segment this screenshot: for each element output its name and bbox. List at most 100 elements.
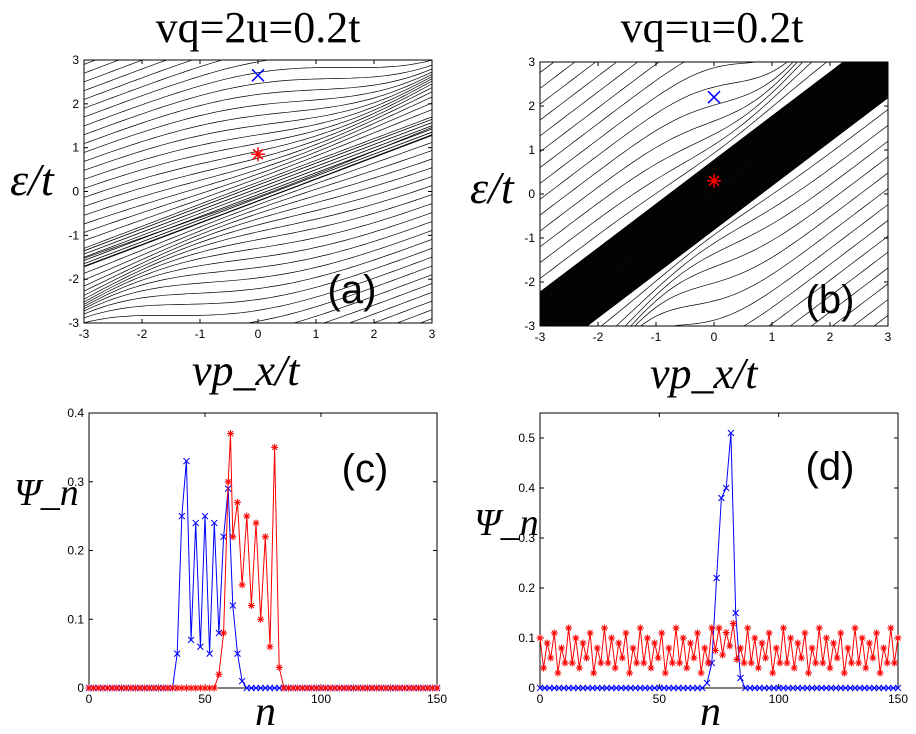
data-point [346, 685, 352, 691]
data-point [655, 655, 661, 661]
x-tick-label: 100 [311, 692, 331, 706]
data-point [799, 684, 806, 692]
data-point [734, 656, 740, 663]
y-tick-label: -3 [524, 319, 535, 333]
data-point [859, 635, 866, 641]
data-point [877, 670, 883, 676]
data-point [603, 684, 611, 692]
data-point [658, 630, 665, 636]
data-point [837, 630, 844, 636]
data-point [206, 650, 213, 657]
data-point [888, 625, 894, 631]
data-point [615, 640, 622, 646]
y-tick-label: 0.4 [67, 406, 84, 420]
x-tick-label: 2 [371, 327, 378, 341]
y-tick-label: 1 [72, 141, 79, 155]
x-tick-label: -1 [651, 330, 662, 344]
data-point [202, 685, 208, 691]
data-point [248, 602, 255, 609]
data-point [760, 684, 768, 692]
data-point [173, 650, 181, 657]
data-point [387, 685, 394, 691]
y-tick-label: 0 [528, 681, 535, 695]
data-point [851, 684, 859, 692]
data-point [808, 684, 816, 692]
data-point [183, 685, 190, 691]
data-point [751, 635, 758, 641]
data-point [565, 625, 572, 631]
data-point [651, 640, 658, 646]
central-band-line [564, 80, 888, 326]
data-point [791, 665, 798, 671]
panel-b-xlabel: vp_x/t [650, 349, 759, 398]
band-line [245, 265, 432, 323]
data-point [875, 684, 883, 692]
data-point [637, 625, 644, 631]
y-tick-label: -2 [524, 275, 535, 289]
data-point [746, 684, 754, 692]
band-line [84, 150, 432, 281]
band-line [540, 411, 888, 628]
band-line [84, 80, 432, 189]
data-point [683, 665, 690, 671]
data-point [415, 685, 422, 691]
data-point [712, 647, 719, 654]
data-point [383, 685, 389, 691]
data-point [373, 685, 380, 691]
band-line [540, 62, 813, 263]
band-line [84, 167, 432, 292]
data-point [823, 635, 830, 641]
central-band-line [540, 62, 862, 306]
x-tick-label: 0 [711, 330, 718, 344]
band-line [84, 221, 432, 310]
band-line [640, 188, 888, 326]
data-point [845, 645, 851, 651]
x-tick-label: -2 [593, 330, 604, 344]
data-point [227, 430, 234, 437]
data-point [665, 684, 673, 692]
central-band-line [559, 77, 888, 326]
band-line [84, 60, 168, 92]
red-star-marker [252, 148, 264, 160]
data-point [183, 457, 190, 465]
data-point [787, 635, 794, 641]
y-tick-label: -1 [68, 228, 79, 242]
data-point [680, 635, 687, 641]
data-point [424, 685, 431, 691]
data-point [350, 685, 357, 691]
data-point [727, 429, 735, 437]
data-point [304, 685, 310, 691]
band-line [84, 485, 432, 616]
data-point [895, 635, 901, 641]
central-band-line [540, 62, 846, 294]
data-point [770, 684, 778, 692]
band-line [84, 60, 224, 109]
central-band-line [571, 86, 888, 326]
x-tick-label: 1 [769, 330, 776, 344]
data-point [703, 679, 711, 687]
band-line [84, 116, 432, 249]
data-point [114, 685, 120, 691]
data-point [676, 660, 683, 666]
data-point [364, 685, 371, 691]
data-point [632, 684, 639, 692]
data-point [846, 684, 854, 692]
data-point [660, 684, 668, 692]
data-point [832, 684, 840, 692]
data-point [536, 684, 544, 692]
band-line [540, 62, 828, 279]
data-point [608, 635, 615, 641]
data-point [216, 671, 222, 678]
central-band-line [561, 78, 888, 326]
central-band-line [540, 62, 853, 299]
band-line [84, 73, 432, 162]
data-point [262, 533, 269, 540]
data-point [769, 670, 776, 676]
y-tick-label: -3 [68, 316, 79, 330]
band-line [768, 235, 888, 326]
data-point [794, 640, 801, 646]
panel-a-xlabel: vp_x/t [192, 346, 301, 395]
data-point [675, 684, 682, 692]
x-tick-label: -1 [195, 327, 206, 341]
